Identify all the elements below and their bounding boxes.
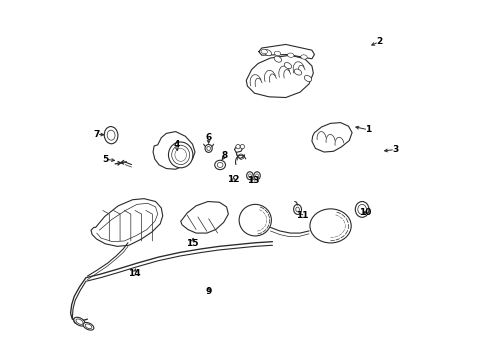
Text: 14: 14 [127, 269, 140, 278]
Ellipse shape [83, 323, 94, 330]
Ellipse shape [274, 51, 280, 55]
Ellipse shape [295, 207, 299, 212]
Text: 3: 3 [391, 145, 397, 154]
Ellipse shape [274, 56, 281, 62]
Text: 6: 6 [205, 133, 211, 142]
Ellipse shape [104, 127, 118, 144]
Ellipse shape [255, 174, 258, 177]
Ellipse shape [294, 69, 301, 75]
Text: 13: 13 [247, 176, 259, 185]
Circle shape [240, 144, 244, 149]
Text: 15: 15 [186, 239, 198, 248]
Ellipse shape [168, 142, 192, 168]
Ellipse shape [217, 162, 223, 167]
Text: 2: 2 [375, 37, 381, 46]
Text: 11: 11 [295, 211, 307, 220]
Ellipse shape [300, 55, 306, 59]
Text: 7: 7 [93, 130, 100, 139]
Ellipse shape [171, 145, 189, 165]
Text: 12: 12 [227, 175, 240, 184]
Ellipse shape [264, 50, 271, 56]
Ellipse shape [287, 53, 293, 57]
Ellipse shape [74, 317, 85, 326]
Text: 5: 5 [102, 155, 108, 164]
Polygon shape [91, 199, 163, 246]
Ellipse shape [214, 160, 225, 170]
Ellipse shape [293, 204, 301, 215]
Ellipse shape [261, 49, 267, 54]
Ellipse shape [357, 204, 366, 215]
Polygon shape [180, 202, 228, 233]
Text: 8: 8 [221, 151, 227, 160]
Polygon shape [153, 132, 195, 169]
Text: 1: 1 [365, 125, 370, 134]
Text: 10: 10 [359, 208, 371, 217]
Ellipse shape [204, 144, 212, 152]
Circle shape [235, 144, 240, 149]
Ellipse shape [304, 76, 311, 82]
Ellipse shape [355, 202, 368, 217]
Ellipse shape [76, 319, 83, 324]
Polygon shape [311, 123, 351, 152]
Ellipse shape [239, 204, 271, 236]
Text: 4: 4 [173, 140, 179, 149]
Polygon shape [246, 55, 313, 98]
Ellipse shape [284, 63, 291, 69]
Ellipse shape [85, 324, 92, 329]
Ellipse shape [246, 172, 253, 180]
Ellipse shape [309, 209, 350, 243]
Ellipse shape [253, 172, 260, 180]
Ellipse shape [107, 130, 115, 140]
Ellipse shape [175, 148, 186, 161]
Ellipse shape [206, 147, 210, 150]
Ellipse shape [248, 174, 251, 177]
Text: 9: 9 [205, 287, 211, 296]
